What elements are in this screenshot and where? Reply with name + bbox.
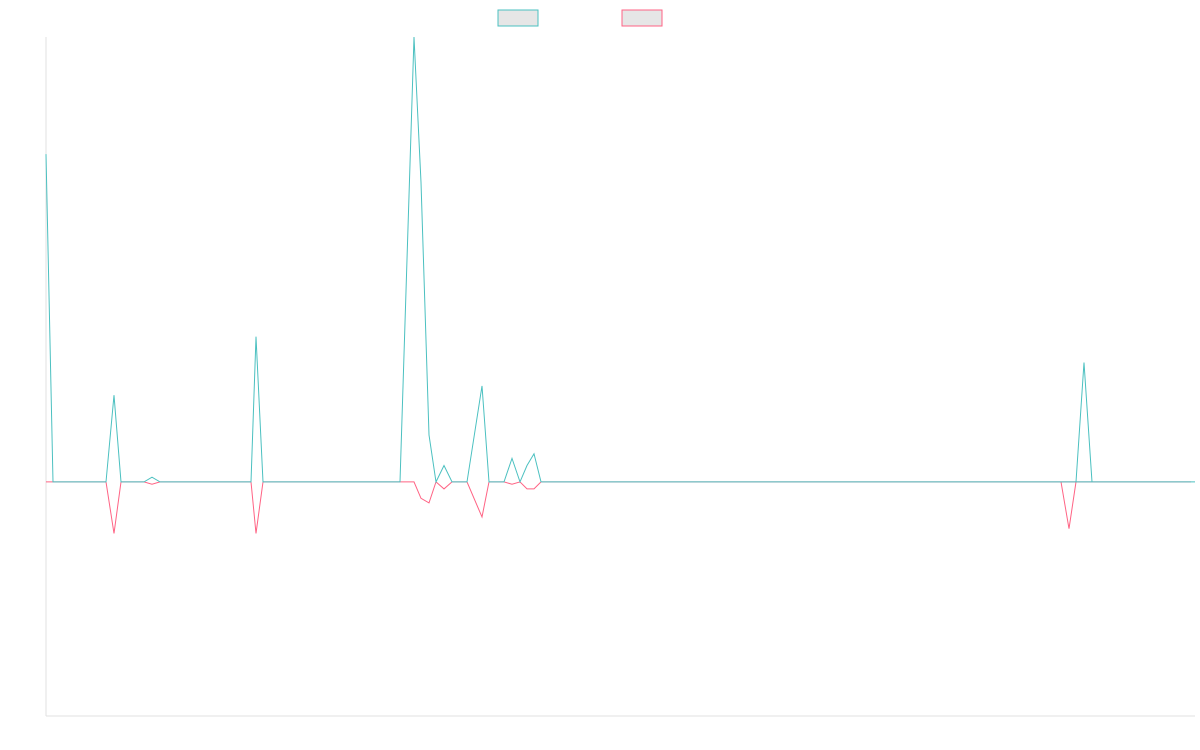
axes: [45, 37, 1195, 717]
series-line-2: [46, 481, 1191, 534]
legend-swatch-1[interactable]: [497, 9, 539, 27]
series-line-1: [45, 36, 1195, 484]
legend-swatch-2[interactable]: [621, 9, 663, 27]
series-layer: [45, 36, 1195, 534]
legend[interactable]: [497, 9, 663, 27]
